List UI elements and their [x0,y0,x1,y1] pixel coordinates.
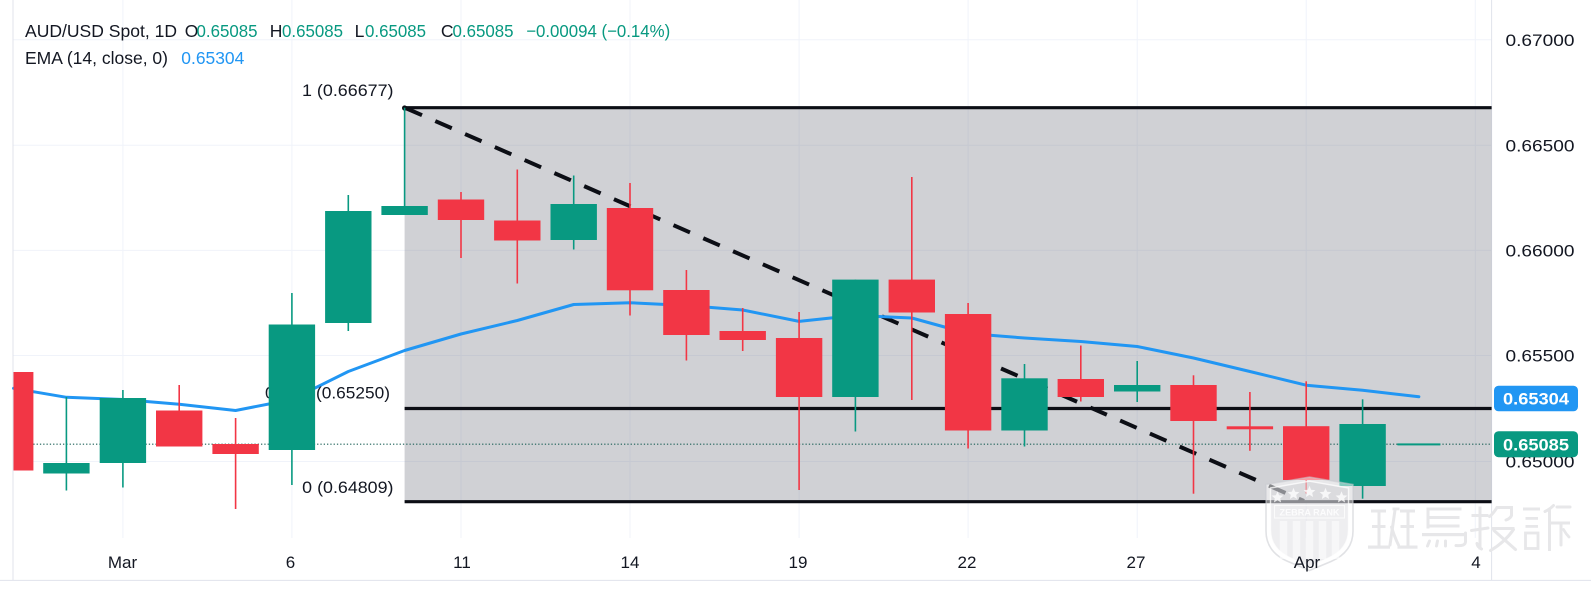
svg-text:22: 22 [958,553,977,572]
svg-text:6: 6 [286,553,295,572]
svg-text:Mar: Mar [108,553,138,572]
svg-text:H: H [270,21,283,41]
svg-text:(0.65250): (0.65250) [316,384,390,403]
svg-text:1 (0.66677): 1 (0.66677) [302,81,394,100]
svg-text:−0.00094 (−0.14%): −0.00094 (−0.14%) [526,21,670,41]
svg-text:0.66000: 0.66000 [1506,241,1575,260]
svg-text:11: 11 [453,553,471,572]
svg-text:L: L [355,21,365,41]
svg-text:0.65085: 0.65085 [282,21,343,41]
svg-text:0.66500: 0.66500 [1506,136,1575,155]
svg-text:19: 19 [789,553,808,572]
svg-text:14: 14 [621,553,640,572]
svg-text:0.65000: 0.65000 [1506,453,1575,472]
svg-text:0.65085: 0.65085 [1503,437,1569,455]
svg-text:27: 27 [1127,553,1146,572]
svg-text:0.65085: 0.65085 [453,21,514,41]
svg-text:EMA (14, close, 0): EMA (14, close, 0) [25,48,168,68]
svg-text:O: O [185,21,199,41]
svg-text:0 (0.64809): 0 (0.64809) [302,478,393,497]
svg-text:0.67000: 0.67000 [1506,31,1575,50]
svg-text:AUD/USD Spot, 1D: AUD/USD Spot, 1D [25,21,177,41]
svg-text:C: C [441,21,454,41]
svg-text:0.65085: 0.65085 [365,21,426,41]
svg-text:4: 4 [1471,553,1480,572]
svg-text:0.65085: 0.65085 [197,21,258,41]
svg-text:Apr: Apr [1294,553,1321,572]
svg-text:0.65500: 0.65500 [1506,347,1575,366]
svg-text:ZEBRA RANK: ZEBRA RANK [1280,508,1340,519]
svg-text:0.65304: 0.65304 [1503,391,1570,409]
svg-text:0.65304: 0.65304 [181,48,244,68]
